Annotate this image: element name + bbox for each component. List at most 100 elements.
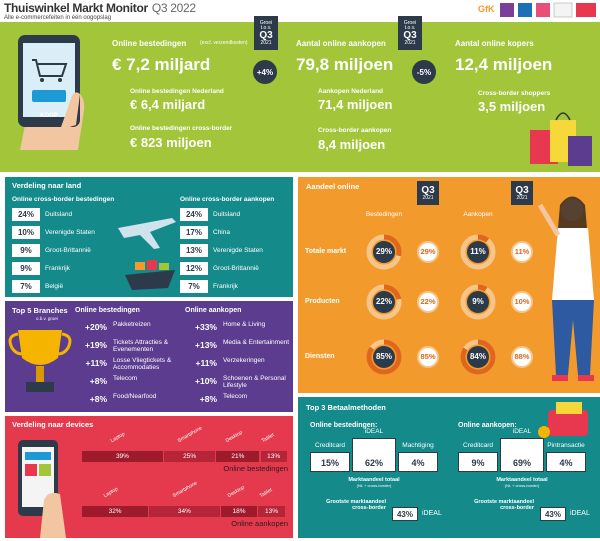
device-value: 13% [265,508,279,515]
country-label: Duitsland [45,211,73,218]
section-title: Top 3 Betaalmethoden [306,403,386,412]
sub-value: € 6,4 miljard [130,97,206,112]
container [135,262,145,270]
previous-circle [417,346,439,368]
logo [553,2,573,18]
section-title: Verdeling naar devices [12,420,94,429]
branch-value: +8% [89,394,107,404]
bags-illustration [530,112,592,166]
list-title: Online cross-border aankopen [180,196,275,203]
sub-value: 3,5 miljoen [478,99,546,114]
screen-block [25,452,51,460]
badge-text: Groei [403,19,417,26]
stat-label: Online bestedingen [112,39,187,48]
value-box: 7% [180,280,208,293]
growth-badge: Groei t.o.v. Q3 2021 [254,16,278,50]
row-name: Diensten [305,353,335,360]
growth-value: -5% [416,67,432,77]
device-value: 32% [108,508,122,515]
branch-value: +11% [85,358,107,368]
cb-box: 43% [392,507,418,521]
value-box: 9% [12,262,40,275]
header-title: Thuiswinkel Markt Monitor Q3 2022 [4,1,196,15]
arm [537,203,561,237]
share-value: 22% [375,297,392,306]
device-bar: 25% [163,451,216,462]
value-box: 24% [180,208,208,221]
list-title: Online aankopen [185,307,242,314]
branch-label: Pakketreizen [113,321,151,328]
row-name: Online bestedingen [223,464,288,473]
share-panel [298,177,600,393]
growth-circle: -5% [412,60,436,84]
woman-illustration [537,196,594,381]
branch-label: Telecom [223,393,248,400]
method-box: 69% [500,438,544,472]
device-value: 21% [231,453,245,460]
country-value: 12% [185,264,202,273]
branch-label: Media & Entertainment [223,339,290,346]
row-name: Online aankopen [231,519,288,528]
donut-center [467,241,489,263]
device-value: 13% [267,453,281,460]
branch-value: +11% [195,358,217,368]
section-title: Verdeling naar land [12,181,82,190]
device-value: 25% [183,453,197,460]
country-value: 13% [185,246,202,255]
column-title: Bestedingen [365,211,403,218]
method-name: Machtiging [402,442,434,449]
cb-method: iDEAL [422,510,442,517]
phone-screen [23,43,75,117]
device-value: 18% [232,508,246,515]
country-value: 24% [17,210,34,219]
screen-block [39,464,51,476]
donut-arc [366,284,402,320]
screen-block [25,464,37,476]
previous-circle [511,346,533,368]
branch-label: Food/Nearfood [113,393,157,400]
logo [518,3,532,17]
share-value: 85% [420,352,436,361]
donut-center [467,291,489,313]
value-box: 24% [12,208,40,221]
branch-label: Verzekeringen [223,357,265,364]
bag [568,136,592,166]
branch-value: +8% [199,394,217,404]
country-value: 7% [20,282,32,291]
card [556,402,582,414]
section-title: Top 5 Branches [12,306,68,315]
share-value: 11% [514,247,530,256]
method-box: 15% [310,452,350,472]
total-note: (NL + cross-border) [504,483,540,488]
trophy-handle [8,332,23,356]
badge-text: 2021 [260,39,272,46]
trophy-base [26,382,54,392]
overview-panel [0,22,600,172]
cb-label: Grootste marktaandeel cross-border [326,499,386,511]
previous-circle [511,291,533,313]
badge-text: Q3 [515,184,529,196]
method-value: 9% [471,458,485,468]
stat-label: Aantal online aankopen [296,39,386,48]
buy-button-label: KOOP [40,113,58,119]
total-note: (NL + cross-border) [356,483,392,488]
method-name: Creditcard [463,442,493,449]
section-note: o.b.v. groei [36,316,58,321]
stat-label: Aantal online kopers [455,39,534,48]
container [147,260,157,270]
country-label: Groot-Brittannië [45,247,91,254]
method-name: Pintransactie [547,442,585,449]
container [159,263,169,270]
growth-value: +4% [256,67,274,77]
branch-label: Schoenen & Personal Lifestyle [223,375,286,389]
branch-label: Telecom [113,375,138,382]
country-value: 9% [20,246,32,255]
share-value: 84% [469,352,486,361]
trophy-illustration [8,330,72,392]
badge-text: 2021 [422,194,434,201]
stat-note: (excl. verzendkosten) [200,40,248,46]
device-illustration [18,440,66,538]
logo [536,3,550,17]
badge-text: Q3 [421,184,435,196]
value-box: 7% [12,280,40,293]
